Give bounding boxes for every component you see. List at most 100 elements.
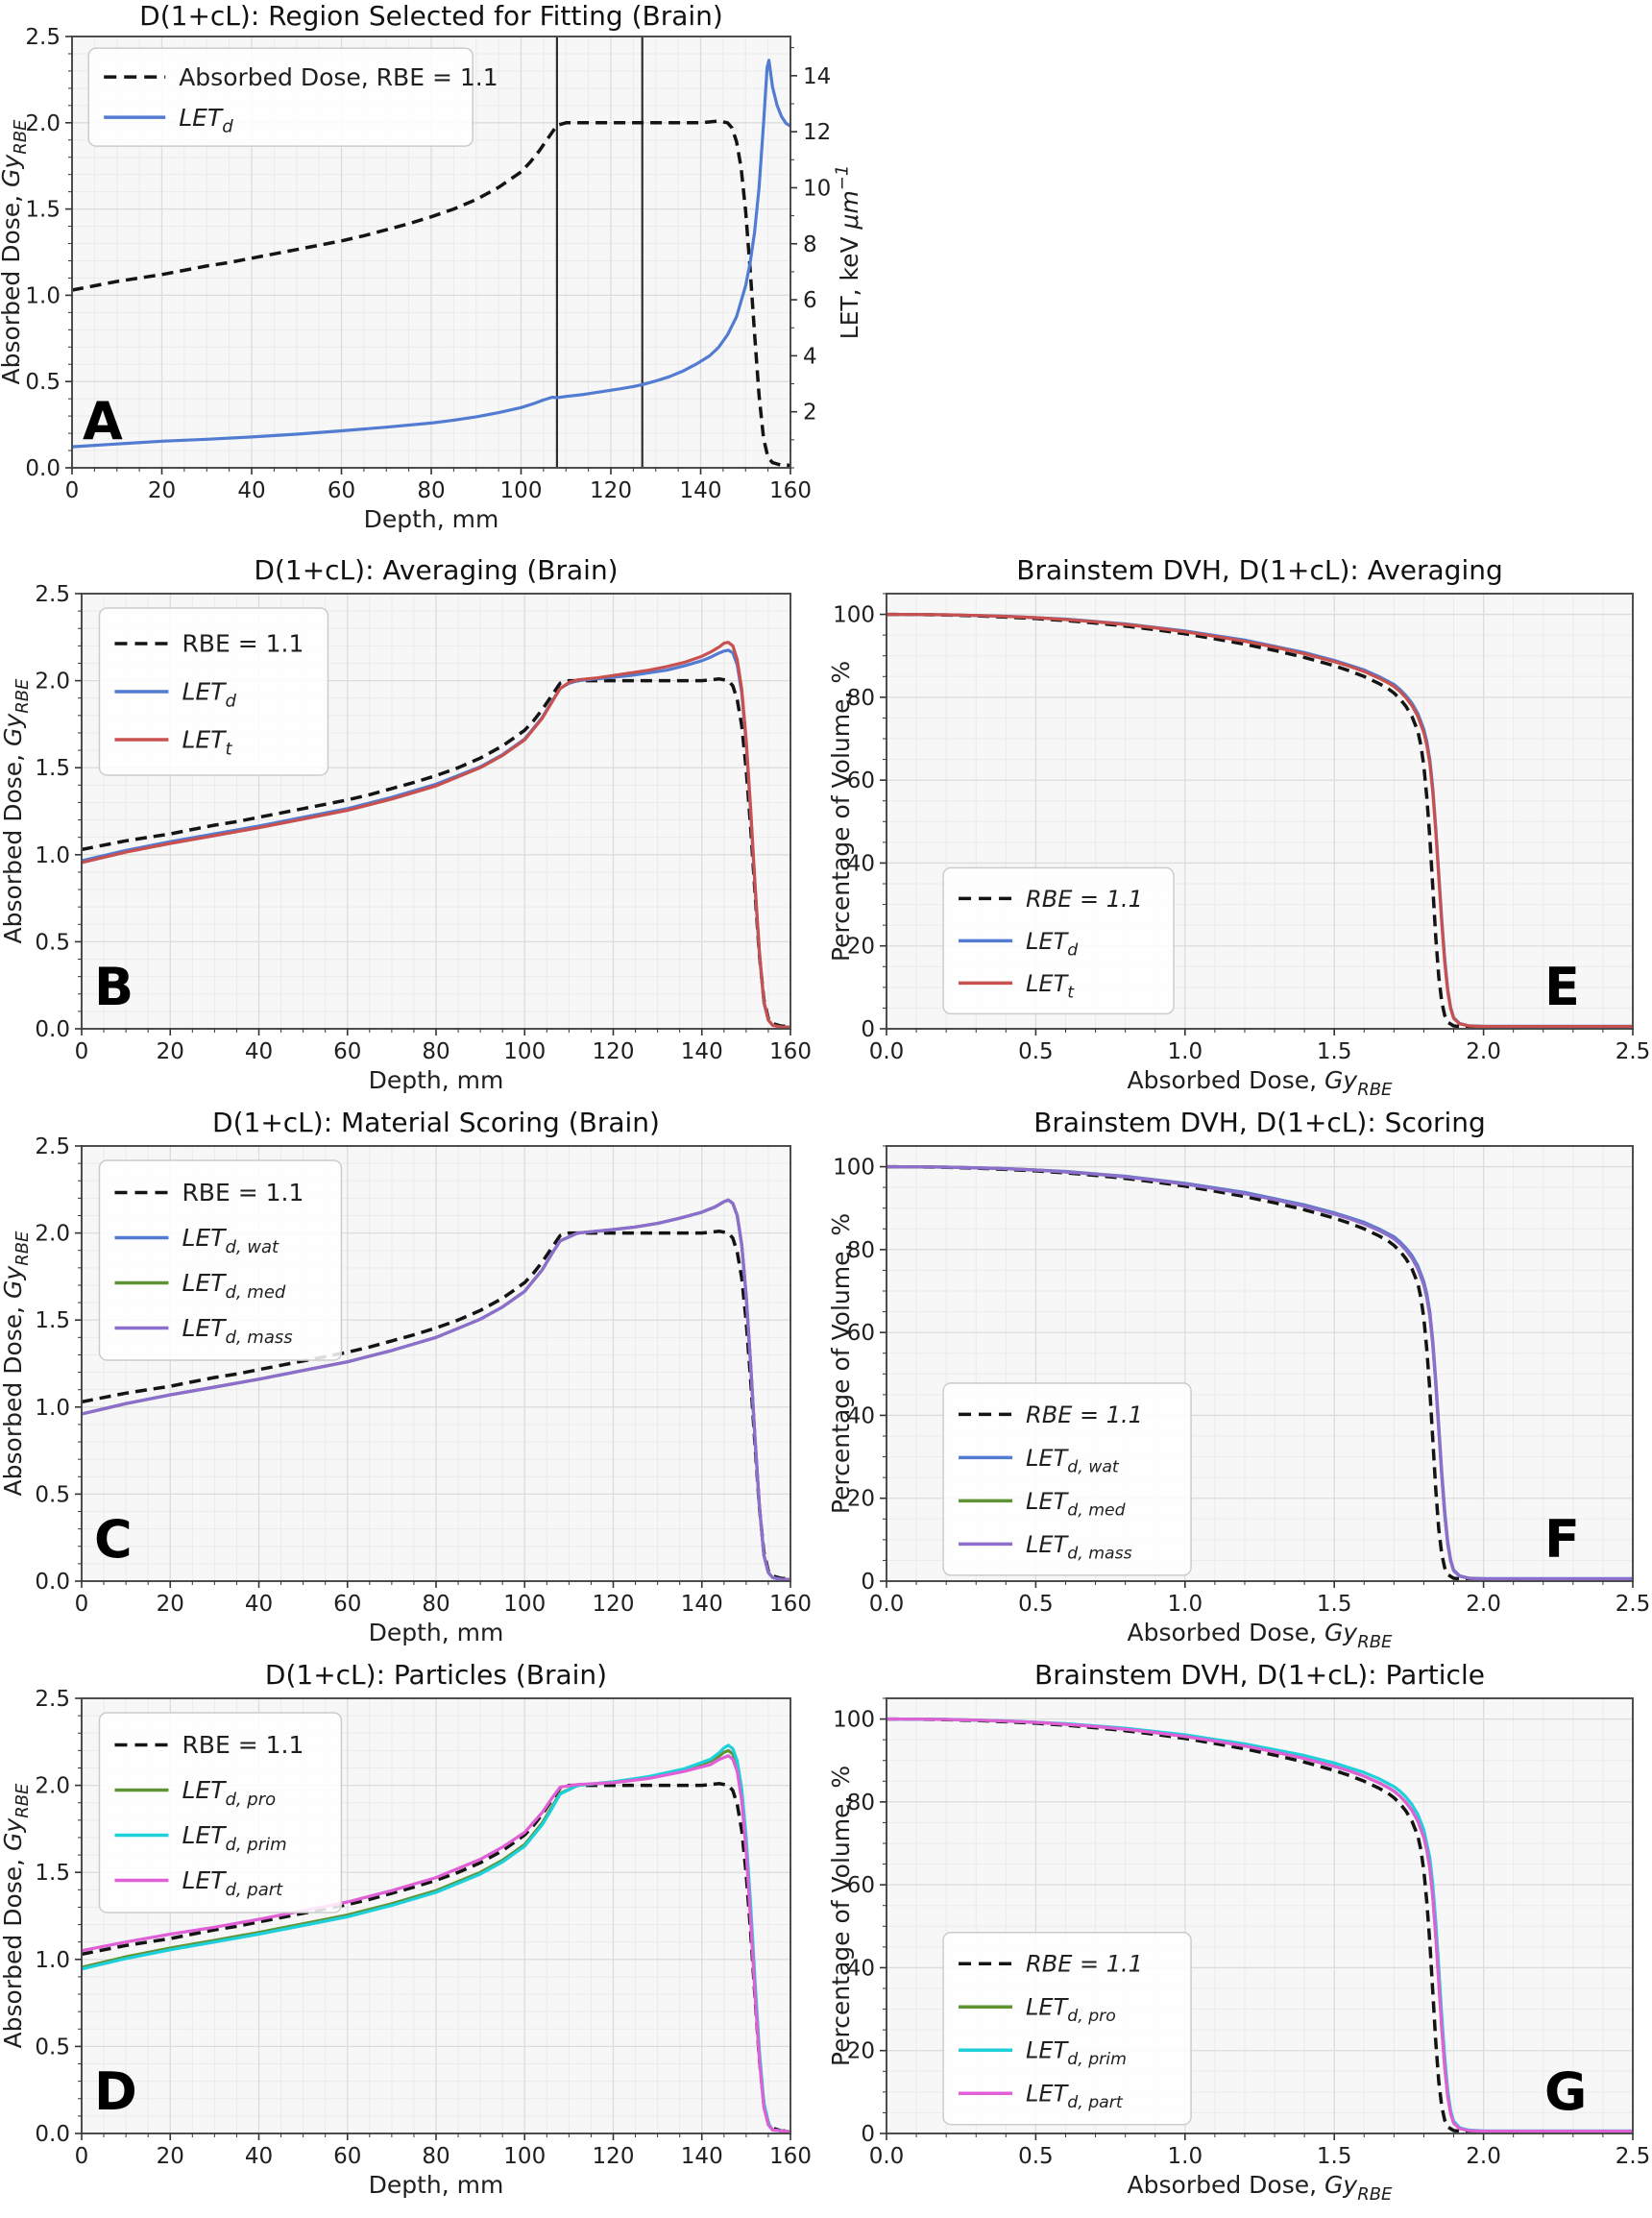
- svg-text:120: 120: [593, 1592, 635, 1617]
- svg-text:140: 140: [681, 2144, 723, 2169]
- panel-f-title: Brainstem DVH, D(1+cL): Scoring: [1033, 1107, 1486, 1138]
- svg-text:60: 60: [333, 1592, 361, 1617]
- svg-text:LETd, mass: LETd, mass: [182, 1314, 292, 1348]
- svg-text:20: 20: [847, 1487, 875, 1512]
- svg-text:160: 160: [769, 478, 812, 503]
- svg-text:LETd, part: LETd, part: [182, 1866, 283, 1900]
- svg-text:RBE = 1.1: RBE = 1.1: [182, 630, 304, 658]
- svg-text:60: 60: [847, 768, 875, 793]
- svg-text:60: 60: [333, 1039, 361, 1064]
- svg-text:RBE = 1.1: RBE = 1.1: [182, 1179, 304, 1206]
- svg-text:12: 12: [803, 120, 831, 145]
- svg-text:40: 40: [847, 1403, 875, 1428]
- svg-text:160: 160: [769, 1039, 812, 1064]
- svg-text:100: 100: [503, 1592, 546, 1617]
- svg-text:40: 40: [847, 851, 875, 876]
- svg-text:100: 100: [833, 1708, 875, 1733]
- svg-text:Percentage of Volume, %: Percentage of Volume, %: [827, 1766, 855, 2066]
- svg-text:2.5: 2.5: [35, 582, 70, 607]
- panel-a-plot: 0 20 40 60 80 100 120 140 160 0.0 0.5 1.0 1.5 2.0 2.5 2…: [0, 25, 864, 533]
- svg-text:80: 80: [847, 1791, 875, 1816]
- svg-text:2.5: 2.5: [1616, 1592, 1651, 1617]
- svg-text:Percentage of Volume, %: Percentage of Volume, %: [827, 1213, 855, 1514]
- svg-text:8: 8: [803, 232, 817, 257]
- svg-text:60: 60: [847, 1321, 875, 1346]
- svg-text:LETd, pro: LETd, pro: [1026, 1994, 1116, 2027]
- svg-text:0: 0: [75, 1039, 89, 1064]
- svg-text:0: 0: [75, 1592, 89, 1617]
- svg-text:RBE = 1.1: RBE = 1.1: [182, 1731, 304, 1759]
- svg-text:80: 80: [847, 686, 875, 711]
- svg-text:LET, keV μm−1: LET, keV μm−1: [833, 165, 864, 340]
- svg-text:40: 40: [245, 1592, 273, 1617]
- svg-text:LETt: LETt: [1026, 970, 1075, 1003]
- panel-c: D(1+cL): Material Scoring (Brain) 0 20 40 6…: [0, 1085, 826, 1646]
- svg-text:0.5: 0.5: [25, 370, 61, 395]
- svg-text:1.5: 1.5: [1317, 1592, 1352, 1617]
- svg-text:LETd: LETd: [179, 104, 233, 137]
- svg-text:20: 20: [847, 935, 875, 960]
- svg-text:2.5: 2.5: [35, 1134, 70, 1159]
- svg-text:100: 100: [503, 2144, 546, 2169]
- svg-text:1.5: 1.5: [35, 1308, 70, 1333]
- svg-text:1.0: 1.0: [35, 1396, 70, 1421]
- svg-text:LETt: LETt: [182, 726, 232, 760]
- panel-g-plot: 0.0 0.5 1.0 1.5 2.0 2.5 0 20 40 60 80 100 Absorbed D…: [827, 1697, 1651, 2205]
- panel-c-plot: 0 20 40 60 80 100 120 140 160 0.0 0.5 1.0 1.5 2.0 2.5 D…: [0, 1134, 812, 1646]
- svg-text:1.0: 1.0: [1168, 2144, 1203, 2169]
- svg-text:160: 160: [769, 1592, 812, 1617]
- svg-text:2.0: 2.0: [25, 111, 61, 136]
- svg-text:0.0: 0.0: [35, 1570, 70, 1595]
- svg-text:0.0: 0.0: [869, 1039, 905, 1064]
- svg-text:2.5: 2.5: [1616, 2144, 1651, 2169]
- svg-text:2.5: 2.5: [25, 25, 61, 50]
- svg-text:0: 0: [861, 2122, 875, 2147]
- svg-text:120: 120: [593, 2144, 635, 2169]
- svg-text:RBE = 1.1: RBE = 1.1: [1026, 886, 1143, 913]
- panel-d-title: D(1+cL): Particles (Brain): [264, 1659, 608, 1691]
- panel-c-letter: C: [94, 1509, 133, 1570]
- svg-text:0.5: 0.5: [35, 930, 70, 955]
- svg-text:0: 0: [65, 478, 80, 503]
- svg-text:Absorbed Dose, GyRBE: Absorbed Dose, GyRBE: [0, 1783, 33, 2049]
- svg-text:0.0: 0.0: [35, 2122, 70, 2147]
- svg-text:0: 0: [861, 1017, 875, 1042]
- panel-b-letter: B: [94, 957, 134, 1017]
- svg-text:0.5: 0.5: [35, 2035, 70, 2060]
- panel-a-title: D(1+cL): Region Selected for Fitting (Br…: [139, 0, 723, 32]
- panel-f: Brainstem DVH, D(1+cL): Scoring 0.0 0.5 1.…: [826, 1085, 1652, 1652]
- svg-text:Depth, mm: Depth, mm: [369, 1066, 504, 1094]
- svg-text:100: 100: [500, 478, 543, 503]
- panel-d-plot: 0 20 40 60 80 100 120 140 160 0.0 0.5 1.0 1.5 2.0 2.5 D…: [0, 1687, 812, 2199]
- svg-text:2.0: 2.0: [1466, 2144, 1501, 2169]
- svg-text:80: 80: [417, 478, 445, 503]
- svg-text:0.0: 0.0: [869, 1592, 905, 1617]
- svg-text:0.5: 0.5: [1018, 1592, 1054, 1617]
- svg-text:Depth, mm: Depth, mm: [369, 2171, 504, 2199]
- panel-c-title: D(1+cL): Material Scoring (Brain): [212, 1107, 660, 1138]
- svg-text:2.0: 2.0: [35, 1222, 70, 1247]
- svg-text:Absorbed Dose, RBE = 1.1: Absorbed Dose, RBE = 1.1: [179, 63, 498, 91]
- svg-text:20: 20: [148, 478, 176, 503]
- svg-text:LETd: LETd: [182, 678, 236, 712]
- panel-b-plot: 0 20 40 60 80 100 120 140 160 0.0 0.5 1.0 1.5 2.0 2.5 D…: [0, 582, 812, 1094]
- svg-text:80: 80: [422, 1039, 449, 1064]
- panel-e-letter: E: [1544, 957, 1580, 1017]
- svg-text:LETd, part: LETd, part: [1026, 2081, 1124, 2113]
- svg-text:2.0: 2.0: [1466, 1592, 1501, 1617]
- svg-text:6: 6: [803, 288, 817, 313]
- svg-text:0: 0: [75, 2144, 89, 2169]
- svg-text:LETd, prim: LETd, prim: [1026, 2037, 1127, 2070]
- svg-text:0: 0: [861, 1570, 875, 1595]
- svg-text:20: 20: [157, 1592, 184, 1617]
- svg-text:120: 120: [590, 478, 632, 503]
- svg-text:160: 160: [769, 2144, 812, 2169]
- svg-text:2.0: 2.0: [1466, 1039, 1501, 1064]
- panel-g: Brainstem DVH, D(1+cL): Particle 0.0 0.5 1…: [826, 1638, 1652, 2218]
- svg-text:LETd, wat: LETd, wat: [182, 1224, 279, 1257]
- svg-text:LETd, wat: LETd, wat: [1026, 1445, 1120, 1477]
- svg-text:Percentage of Volume, %: Percentage of Volume, %: [827, 661, 855, 962]
- svg-text:20: 20: [157, 2144, 184, 2169]
- svg-text:2.0: 2.0: [35, 1774, 70, 1799]
